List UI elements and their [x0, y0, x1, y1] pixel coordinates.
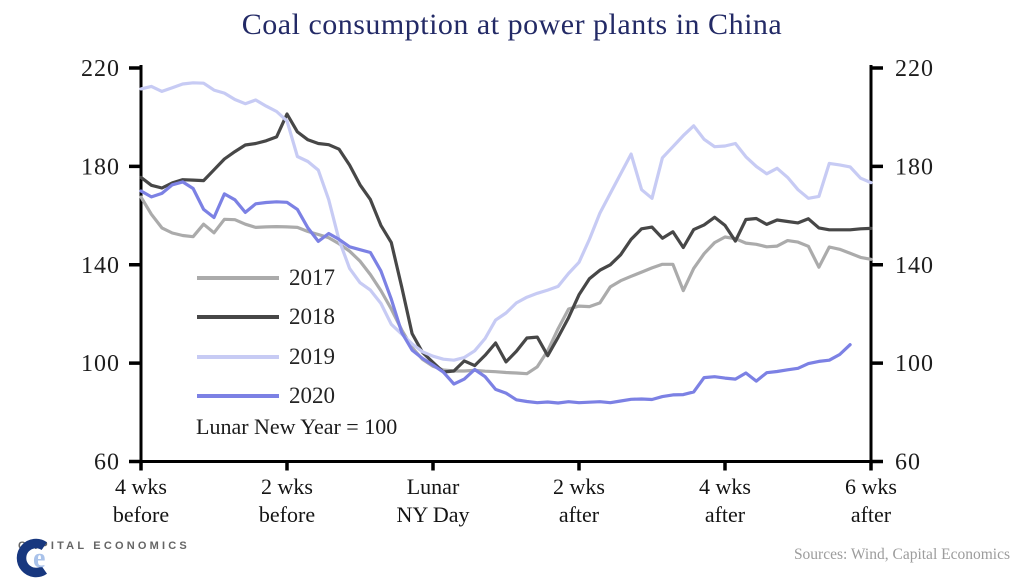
legend-swatch-2020	[197, 394, 279, 399]
chart-legend: 2017 2018 2019 2020	[197, 258, 335, 416]
y-tick-label-right: 100	[895, 351, 934, 377]
y-tick-label-right: 180	[895, 154, 934, 180]
logo-e-glyph: e	[33, 543, 45, 574]
legend-label: 2020	[289, 383, 335, 409]
series-line-2018	[139, 112, 873, 374]
x-tick-label: 2 wks after	[553, 474, 605, 527]
series-line-2020	[139, 180, 852, 405]
legend-swatch-2019	[197, 354, 279, 359]
legend-label: 2018	[289, 304, 335, 330]
footer-brand: e CAPITAL ECONOMICS	[10, 536, 190, 578]
index-note: Lunar New Year = 100	[196, 414, 398, 439]
y-tick-label-right: 220	[895, 56, 934, 82]
legend-row-2019: 2019	[197, 337, 335, 377]
x-tick-label: Lunar NY Day	[396, 474, 469, 527]
legend-row-2018: 2018	[197, 298, 335, 338]
series-line-2017	[139, 195, 873, 376]
y-tick-label-left: 180	[81, 154, 120, 180]
sources-note: Sources: Wind, Capital Economics	[793, 546, 1010, 563]
legend-swatch-2018	[197, 315, 279, 320]
x-tick-label: 4 wks before	[113, 474, 169, 527]
y-tick-label-left: 220	[81, 56, 120, 82]
x-tick-label: 6 wks after	[845, 474, 897, 527]
logo-c-arc	[16, 538, 48, 578]
y-tick-label-left: 60	[94, 450, 120, 476]
brand-name: CAPITAL ECONOMICS	[18, 540, 190, 552]
x-tick-label: 4 wks after	[699, 474, 751, 527]
y-tick-label-left: 100	[81, 351, 120, 377]
x-tick-label: 2 wks before	[259, 474, 315, 527]
series-line-2019	[139, 81, 873, 362]
y-tick-label-right: 140	[895, 253, 934, 279]
legend-label: 2017	[289, 264, 335, 290]
legend-swatch-2017	[197, 275, 279, 280]
y-tick-label-left: 140	[81, 253, 120, 279]
legend-label: 2019	[289, 343, 335, 369]
legend-row-2020: 2020	[197, 377, 335, 417]
y-tick-label-right: 60	[895, 450, 921, 476]
legend-row-2017: 2017	[197, 258, 335, 298]
chart-title: Coal consumption at power plants in Chin…	[241, 8, 783, 41]
capital-economics-logo-icon: e	[16, 538, 48, 578]
